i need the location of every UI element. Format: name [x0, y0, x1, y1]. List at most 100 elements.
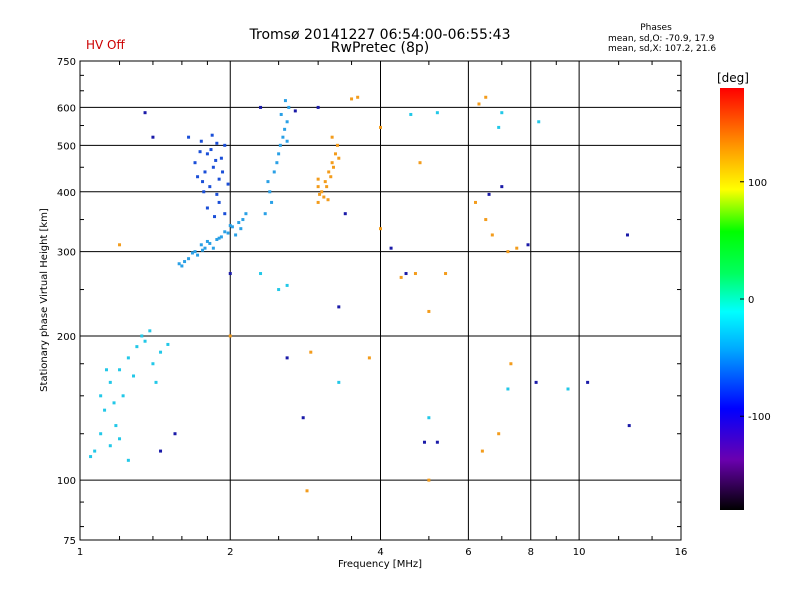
data-point — [404, 272, 408, 276]
data-point — [104, 368, 108, 372]
data-point — [484, 218, 488, 222]
data-point — [183, 260, 187, 264]
data-point — [205, 239, 209, 243]
data-point — [215, 141, 219, 145]
data-point — [239, 227, 243, 231]
data-point — [209, 148, 213, 152]
data-point — [244, 212, 248, 216]
data-point — [114, 424, 118, 428]
data-point — [272, 170, 276, 174]
data-point — [316, 200, 320, 204]
data-point — [477, 102, 481, 106]
data-point — [389, 246, 393, 250]
chart-title-line2: RwPretec (8p) — [330, 40, 430, 56]
data-point — [205, 206, 209, 210]
data-point — [277, 288, 281, 292]
data-point — [226, 182, 230, 186]
data-point — [112, 401, 116, 405]
grid-lines — [80, 61, 681, 540]
data-point — [337, 305, 341, 309]
data-point — [193, 250, 197, 254]
data-point — [409, 112, 413, 116]
data-point — [537, 120, 541, 124]
data-point — [293, 109, 297, 113]
data-point — [201, 180, 205, 184]
data-point — [213, 215, 217, 219]
data-point — [285, 120, 289, 124]
data-point — [277, 152, 281, 156]
data-point — [473, 200, 477, 204]
x-tick-label: 16 — [675, 547, 688, 558]
data-point — [241, 218, 245, 222]
data-point — [309, 350, 313, 354]
data-point — [379, 227, 382, 231]
data-point — [118, 437, 122, 441]
data-point — [159, 350, 163, 354]
data-point — [435, 111, 439, 115]
data-point — [323, 180, 327, 184]
data-point — [221, 170, 225, 174]
phase-x-stats: mean, sd,X: 107.2, 21.6 — [608, 44, 717, 54]
data-point — [506, 250, 510, 254]
data-point — [350, 97, 354, 101]
data-point — [215, 192, 219, 196]
data-point — [399, 275, 403, 279]
data-point — [285, 283, 289, 287]
chart-title-line1: Tromsø 20141227 06:54:00-06:55:43 — [249, 27, 511, 43]
data-point — [586, 380, 590, 384]
data-point — [143, 339, 147, 343]
data-point — [625, 233, 629, 237]
data-point — [237, 221, 241, 225]
data-point — [326, 198, 330, 202]
data-point — [103, 408, 107, 412]
data-point — [285, 356, 289, 360]
data-point — [497, 125, 501, 129]
data-point — [316, 177, 320, 181]
data-point — [487, 192, 491, 196]
data-point — [444, 272, 448, 276]
data-point — [283, 99, 287, 103]
data-point — [566, 387, 570, 391]
y-tick-label: 500 — [57, 141, 76, 152]
data-point — [301, 416, 305, 420]
data-point — [283, 127, 287, 131]
data-point — [316, 105, 320, 109]
data-point — [217, 236, 221, 240]
hv-status-label: HV Off — [86, 38, 125, 52]
data-point — [166, 342, 170, 346]
data-point — [333, 152, 337, 156]
phases-title: Phases — [640, 23, 672, 33]
data-point — [196, 253, 200, 257]
data-points — [89, 95, 631, 493]
data-point — [223, 212, 227, 216]
colorbar-tick-label: -100 — [748, 412, 771, 423]
data-point — [515, 246, 519, 250]
data-point — [140, 334, 144, 338]
data-point — [132, 374, 136, 378]
data-point — [234, 233, 238, 237]
data-point — [500, 111, 504, 115]
data-point — [143, 111, 147, 115]
colorbar-tick-label: 100 — [748, 178, 767, 189]
data-point — [330, 161, 334, 165]
data-point — [118, 368, 122, 372]
data-point — [228, 272, 232, 276]
data-point — [480, 449, 484, 453]
phase-o-stats: mean, sd,O: -70.9, 17.9 — [608, 34, 715, 44]
data-point — [484, 95, 488, 99]
data-point — [259, 272, 263, 276]
data-point — [219, 156, 223, 160]
data-point — [211, 246, 215, 250]
data-point — [108, 380, 112, 384]
data-point — [418, 161, 422, 165]
data-point — [427, 416, 431, 420]
data-point — [379, 125, 382, 129]
data-point — [108, 444, 112, 448]
colorbar-label: [deg] — [717, 71, 749, 85]
data-point — [266, 180, 270, 184]
x-tick-label: 4 — [377, 547, 383, 558]
data-point — [275, 161, 279, 165]
data-point — [337, 380, 341, 384]
data-point — [335, 143, 339, 147]
